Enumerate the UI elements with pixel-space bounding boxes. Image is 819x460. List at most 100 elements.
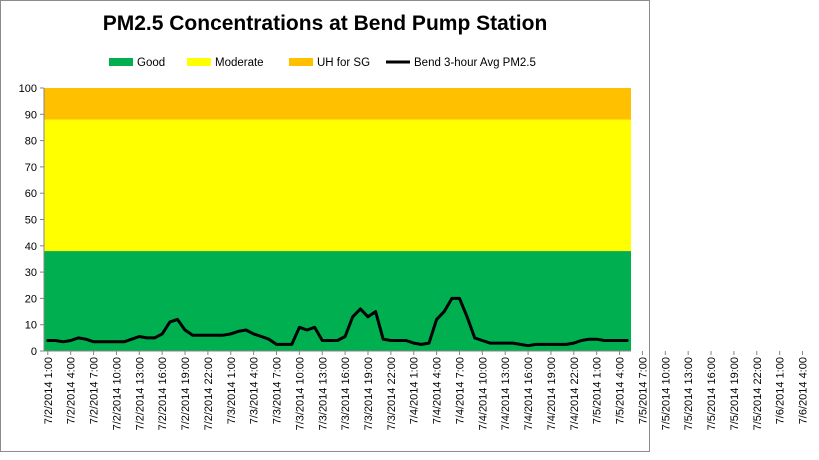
y-tick-label: 60 — [25, 188, 37, 200]
data-point — [451, 297, 453, 300]
data-point — [481, 339, 484, 342]
data-point — [313, 326, 316, 329]
legend-label: Bend 3-hour Avg PM2.5 — [414, 57, 536, 69]
data-point — [123, 340, 125, 343]
x-tick-label: 7/3/2014 13:00 — [317, 357, 329, 430]
data-point — [565, 343, 568, 346]
data-point — [397, 339, 400, 342]
data-point — [54, 339, 57, 342]
data-point — [428, 342, 430, 344]
x-tick-label: 7/5/2014 10:00 — [660, 357, 672, 430]
data-point — [184, 329, 186, 331]
legend-label: Moderate — [215, 57, 264, 69]
x-tick-label: 7/2/2014 13:00 — [134, 357, 146, 430]
data-point — [420, 343, 423, 346]
data-point — [351, 316, 354, 318]
data-point — [588, 338, 590, 340]
data-point — [336, 339, 339, 342]
data-point — [290, 343, 293, 346]
data-point — [359, 308, 362, 310]
x-tick-label: 7/4/2014 19:00 — [546, 357, 558, 430]
data-point — [138, 335, 141, 338]
x-tick-label: 7/2/2014 4:00 — [66, 357, 78, 424]
legend-swatch — [187, 58, 211, 66]
x-tick-label: 7/5/2014 22:00 — [752, 357, 764, 430]
y-axis-ticks: 0 10 20 30 40 50 60 70 80 90 100 — [19, 83, 44, 358]
x-tick-label: 7/2/2014 16:00 — [157, 357, 169, 430]
x-tick-label: 7/5/2014 16:00 — [706, 357, 718, 430]
data-point — [107, 340, 110, 343]
data-point — [329, 339, 331, 342]
legend-item: Bend 3-hour Avg PM2.5 — [386, 57, 536, 69]
data-point — [405, 339, 407, 342]
y-tick-label: 80 — [25, 136, 37, 148]
x-tick-label: 7/3/2014 19:00 — [363, 357, 375, 430]
x-tick-label: 7/5/2014 13:00 — [683, 357, 695, 430]
data-point — [298, 326, 301, 329]
data-point — [512, 342, 514, 344]
data-point — [176, 318, 179, 321]
data-point — [191, 334, 194, 337]
x-tick-label: 7/4/2014 7:00 — [454, 357, 466, 424]
data-point — [275, 343, 278, 346]
data-point — [268, 338, 270, 340]
x-tick-label: 7/4/2014 13:00 — [500, 357, 512, 430]
x-tick-label: 7/5/2014 1:00 — [592, 357, 604, 424]
data-point — [62, 340, 64, 343]
data-point — [207, 334, 209, 337]
data-point — [618, 339, 621, 342]
data-point — [489, 342, 491, 344]
band-good — [44, 251, 631, 351]
data-point — [611, 339, 613, 342]
data-point — [595, 338, 598, 340]
data-point — [496, 342, 499, 344]
data-point — [130, 338, 133, 340]
data-point — [435, 318, 438, 321]
legend-label: UH for SG — [317, 57, 370, 69]
data-point — [214, 334, 217, 337]
x-tick-label: 7/3/2014 10:00 — [294, 357, 306, 430]
y-tick-label: 20 — [25, 293, 37, 305]
x-tick-label: 7/2/2014 1:00 — [43, 357, 55, 424]
data-point — [443, 310, 446, 313]
data-point — [92, 340, 95, 343]
data-point — [580, 339, 583, 342]
y-tick-label: 0 — [31, 346, 37, 358]
y-tick-label: 100 — [19, 83, 37, 95]
data-point — [466, 316, 468, 318]
data-point — [542, 343, 545, 346]
data-point — [161, 333, 163, 335]
data-point — [382, 338, 385, 340]
data-point — [603, 339, 606, 342]
data-point — [412, 342, 415, 344]
legend-swatch — [289, 58, 313, 66]
chart-title: PM2.5 Concentrations at Bend Pump Statio… — [102, 12, 548, 35]
x-tick-label: 7/5/2014 7:00 — [637, 357, 649, 424]
data-point — [504, 342, 507, 344]
data-point — [473, 337, 476, 339]
y-tick-label: 30 — [25, 267, 37, 279]
data-point — [557, 343, 560, 346]
x-tick-label: 7/3/2014 16:00 — [340, 357, 352, 430]
data-point — [237, 330, 240, 333]
legend-label: Good — [137, 57, 165, 69]
legend: Good Moderate UH for SG Bend 3-hour Avg PM2… — [109, 57, 536, 69]
x-tick-label: 7/2/2014 10:00 — [111, 357, 123, 430]
data-point — [534, 343, 537, 346]
data-point — [245, 329, 247, 331]
x-tick-label: 7/5/2014 4:00 — [615, 357, 627, 424]
data-point — [626, 339, 628, 342]
legend-swatch — [109, 58, 133, 66]
legend-item: UH for SG — [289, 57, 370, 69]
x-tick-label: 7/2/2014 22:00 — [203, 357, 215, 430]
y-tick-label: 10 — [25, 320, 37, 332]
aqi-bands — [44, 88, 631, 351]
x-tick-label: 7/3/2014 22:00 — [386, 357, 398, 430]
x-tick-label: 7/6/2014 1:00 — [775, 357, 787, 424]
series-layer — [46, 296, 629, 348]
legend-item: Good — [109, 57, 165, 69]
data-point — [85, 338, 87, 340]
x-tick-label: 7/2/2014 7:00 — [89, 357, 101, 424]
x-tick-label: 7/4/2014 10:00 — [477, 357, 489, 430]
data-point — [344, 335, 346, 338]
